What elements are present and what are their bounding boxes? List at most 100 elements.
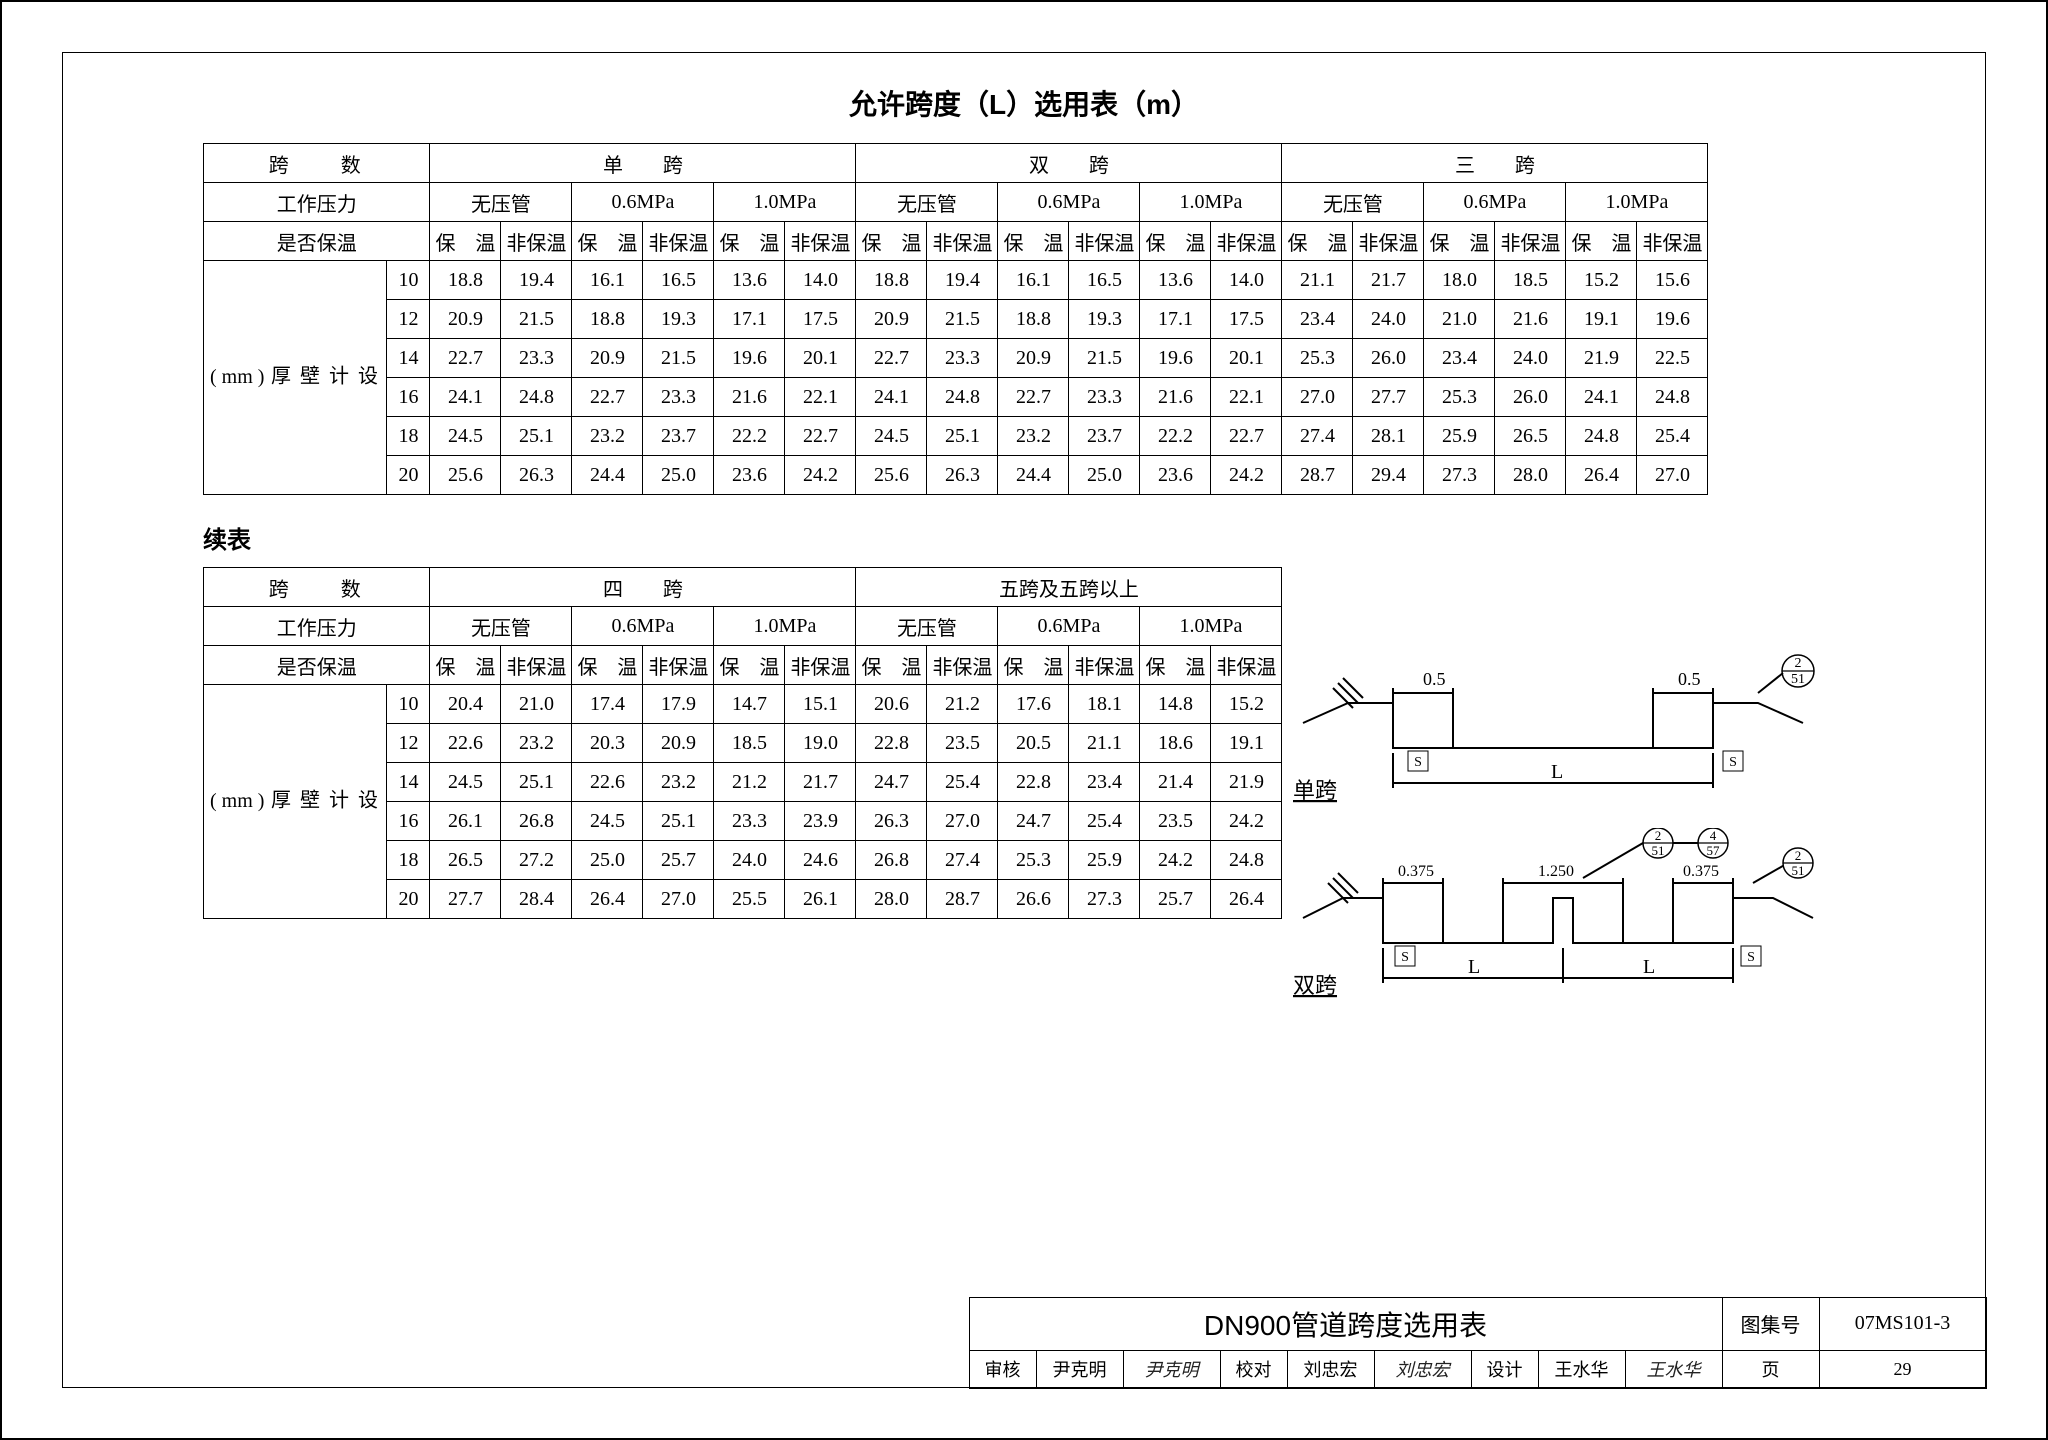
hdr-nop-3: 无压管 [1282,183,1424,222]
cell-3-11: 24.2 [1211,802,1282,841]
cell-1-10: 18.6 [1140,724,1211,763]
cell-1-8: 18.8 [998,300,1069,339]
thk-4: 18 [387,417,430,456]
tb-page-no: 29 [1819,1350,1986,1388]
ref2-4: 4 [1710,828,1717,843]
hdr-ins-3: 非保温 [643,646,714,685]
s-2b: S [1747,950,1755,965]
hdr-ins-2: 保 温 [572,646,643,685]
title-block: DN900管道跨度选用表 图集号 07MS101-3 审核 尹克明 尹克明 校对… [969,1297,1987,1389]
hdr-ins-15: 非保温 [1495,222,1566,261]
cell-5-14: 27.3 [1424,456,1495,495]
tb-review-sig: 尹克明 [1123,1350,1220,1388]
cell-1-2: 20.3 [572,724,643,763]
cell-3-4: 21.6 [714,378,785,417]
hdr-ins-7: 非保温 [927,222,998,261]
cell-2-5: 20.1 [785,339,856,378]
tb-page-label: 页 [1722,1350,1819,1388]
cell-2-4: 21.2 [714,763,785,802]
s-2a: S [1401,950,1409,965]
tb-reviewer: 尹克明 [1036,1350,1123,1388]
hdr-ins-10: 保 温 [1140,222,1211,261]
cell-0-13: 21.7 [1353,261,1424,300]
hdr-ins-7: 非保温 [927,646,998,685]
cell-3-0: 26.1 [430,802,501,841]
cell-4-3: 25.7 [643,841,714,880]
cell-5-7: 26.3 [927,456,998,495]
thk-0: 10 [387,685,430,724]
cell-0-5: 14.0 [785,261,856,300]
cell-0-17: 15.6 [1637,261,1708,300]
label-single-span: 单跨 [1293,778,1337,803]
hdr-ins-8: 保 温 [998,222,1069,261]
hdr-p06-3: 0.6MPa [1424,183,1566,222]
hdr2-p06-2: 0.6MPa [998,607,1140,646]
hdr-nop-1: 无压管 [430,183,572,222]
cell-3-1: 26.8 [501,802,572,841]
dim-05a: 0.5 [1423,669,1446,689]
cell-2-8: 20.9 [998,339,1069,378]
hdr-ins-6: 保 温 [856,646,927,685]
cell-5-4: 25.5 [714,880,785,919]
continued-label: 续表 [203,520,1925,555]
cell-0-12: 21.1 [1282,261,1353,300]
cell-3-0: 24.1 [430,378,501,417]
ref-51: 51 [1791,672,1805,687]
cell-1-5: 19.0 [785,724,856,763]
cell-4-1: 25.1 [501,417,572,456]
cell-2-9: 23.4 [1069,763,1140,802]
cell-0-6: 18.8 [856,261,927,300]
tb-check-sig: 刘忠宏 [1374,1350,1471,1388]
thk-1: 12 [387,724,430,763]
hdr-ins-6: 保 温 [856,222,927,261]
hdr-ins-11: 非保温 [1211,646,1282,685]
dim-1250: 1.250 [1538,863,1574,880]
cell-3-10: 23.5 [1140,802,1211,841]
cell-0-15: 18.5 [1495,261,1566,300]
cell-2-3: 23.2 [643,763,714,802]
ref2-57: 57 [1707,843,1721,858]
cell-2-3: 21.5 [643,339,714,378]
cell-3-6: 24.1 [856,378,927,417]
cell-4-17: 25.4 [1637,417,1708,456]
ref-2: 2 [1795,656,1802,671]
hdr2-span-count: 跨 数 [204,568,430,607]
cell-4-2: 25.0 [572,841,643,880]
diagram-single-span: 2 51 0.5 0.5 L S S 单跨 [1283,653,1843,803]
hdr-ins-5: 非保温 [785,646,856,685]
cell-2-0: 22.7 [430,339,501,378]
tb-atlas-no: 07MS101-3 [1819,1297,1986,1350]
cell-1-0: 20.9 [430,300,501,339]
cell-1-16: 19.1 [1566,300,1637,339]
cell-2-2: 22.6 [572,763,643,802]
hdr-triple-span: 三 跨 [1282,144,1708,183]
dim-L2a: L [1468,956,1480,978]
hdr-ins-8: 保 温 [998,646,1069,685]
dim-05b: 0.5 [1678,669,1701,689]
thk-1: 12 [387,300,430,339]
cell-3-7: 27.0 [927,802,998,841]
cell-0-11: 15.2 [1211,685,1282,724]
hdr-p06-2: 0.6MPa [998,183,1140,222]
hdr-ins-1: 非保温 [501,646,572,685]
cell-0-2: 16.1 [572,261,643,300]
cell-2-10: 21.4 [1140,763,1211,802]
cell-2-5: 21.7 [785,763,856,802]
cell-2-6: 22.7 [856,339,927,378]
hdr-p10-2: 1.0MPa [1140,183,1282,222]
hdr-ins-4: 保 温 [714,222,785,261]
cell-2-2: 20.9 [572,339,643,378]
cell-5-5: 26.1 [785,880,856,919]
hdr-ins-1: 非保温 [501,222,572,261]
cell-3-6: 26.3 [856,802,927,841]
tb-check-l: 校对 [1220,1350,1287,1388]
cell-2-11: 21.9 [1211,763,1282,802]
hdr-ins-16: 保 温 [1566,222,1637,261]
cell-3-12: 27.0 [1282,378,1353,417]
cell-1-9: 19.3 [1069,300,1140,339]
cell-5-7: 28.7 [927,880,998,919]
cell-5-10: 23.6 [1140,456,1211,495]
thk-2: 14 [387,763,430,802]
cell-3-3: 23.3 [643,378,714,417]
cell-5-11: 26.4 [1211,880,1282,919]
